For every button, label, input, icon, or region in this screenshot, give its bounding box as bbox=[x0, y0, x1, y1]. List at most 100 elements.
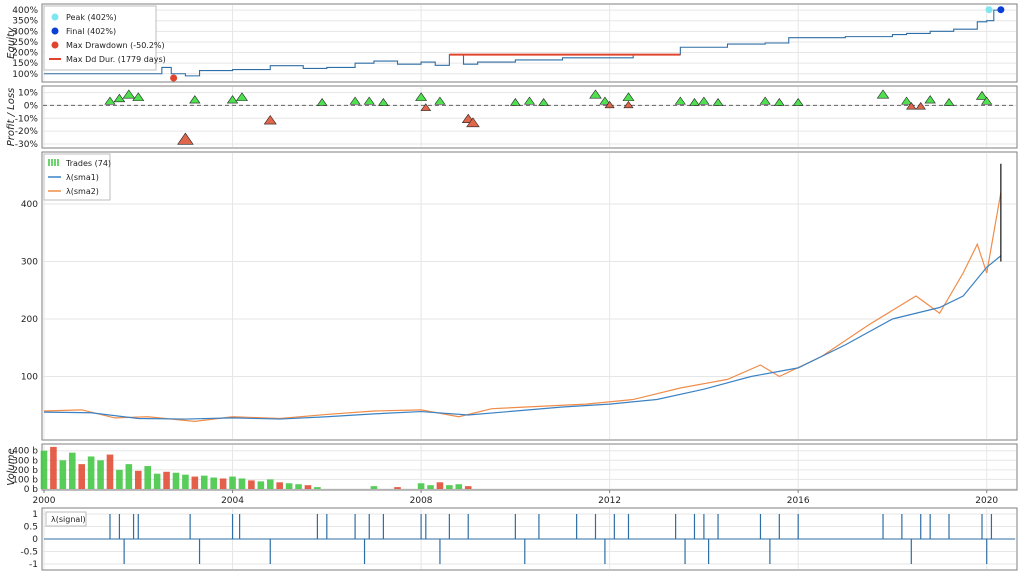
volume-bar bbox=[210, 477, 217, 489]
signal-legend-label: λ(signal) bbox=[51, 515, 86, 524]
signal-ytick-tick-label: -0.5 bbox=[20, 548, 38, 558]
volume-bar bbox=[427, 485, 434, 489]
trade-win-marker bbox=[509, 98, 521, 106]
volume-ylabel: Volume bbox=[6, 448, 17, 485]
price-ytick-tick-label: 400 bbox=[21, 200, 38, 210]
volume-bar bbox=[285, 483, 293, 489]
volume-bar bbox=[59, 460, 67, 489]
trade-win-marker bbox=[415, 92, 428, 101]
volume-bar bbox=[68, 452, 76, 489]
x-tick-label: 2008 bbox=[410, 496, 433, 506]
trade-win-marker bbox=[538, 98, 550, 106]
volume-bar bbox=[304, 485, 312, 489]
final-legend-label: Final (402%) bbox=[66, 27, 116, 36]
trade-win-marker bbox=[943, 98, 955, 106]
trade-win-marker bbox=[226, 95, 239, 104]
trade-loss-marker bbox=[623, 100, 634, 109]
volume-bar bbox=[182, 474, 189, 489]
marks-layer bbox=[40, 6, 1016, 564]
volume-bar bbox=[248, 480, 255, 489]
pl-ytick-tick-label: -20% bbox=[15, 127, 39, 137]
trade-win-marker bbox=[113, 93, 126, 103]
volume-bar bbox=[238, 478, 246, 489]
final-legend-marker bbox=[51, 27, 59, 35]
volume-ytick-tick-label: 0 b bbox=[24, 485, 39, 495]
trade-win-marker bbox=[434, 96, 446, 105]
volume-bar bbox=[78, 464, 86, 489]
trade-win-marker bbox=[349, 96, 361, 105]
trade-win-marker bbox=[599, 96, 611, 105]
volume-bar bbox=[172, 472, 180, 489]
trade-loss-marker bbox=[263, 114, 277, 125]
volume-bar bbox=[446, 485, 453, 489]
volume-ytick-tick-label: 200 b bbox=[12, 466, 38, 476]
equity-line bbox=[44, 9, 1002, 77]
trade-win-marker bbox=[698, 96, 710, 105]
pl-ytick-tick-label: -30% bbox=[15, 140, 39, 150]
trades-legend-label: Trades (74) bbox=[65, 159, 111, 168]
equity-legend: Peak (402%) Final (402%) Max Drawdown (-… bbox=[43, 5, 166, 71]
trade-win-marker bbox=[975, 90, 989, 100]
price-ytick-tick-label: 200 bbox=[21, 315, 38, 325]
trade-win-marker bbox=[363, 96, 375, 105]
grid-layer bbox=[43, 5, 1016, 569]
sma1-legend-label: λ(sma1) bbox=[66, 173, 99, 182]
trade-loss-marker bbox=[604, 100, 615, 109]
trade-win-marker bbox=[189, 95, 201, 104]
equity-panel-frame bbox=[41, 3, 1018, 83]
equity-ytick-tick-label: 150% bbox=[12, 59, 38, 69]
trade-win-marker bbox=[759, 96, 771, 105]
x-tick-label: 2004 bbox=[221, 496, 244, 506]
trade-win-marker bbox=[981, 96, 993, 105]
volume-bar bbox=[394, 487, 401, 489]
trade-win-marker bbox=[104, 96, 116, 105]
volume-bar bbox=[144, 466, 151, 489]
equity-ytick-tick-label: 250% bbox=[12, 38, 38, 48]
price-legend: Trades (74) λ(sma1) λ(sma2) bbox=[43, 153, 111, 201]
trade-win-marker bbox=[773, 98, 785, 106]
equity-ytick-tick-label: 400% bbox=[12, 6, 38, 16]
volume-bar bbox=[87, 456, 95, 489]
pl-ytick-tick-label: -10% bbox=[15, 114, 39, 124]
equity-ytick-tick-label: 100% bbox=[12, 70, 38, 80]
volume-bar bbox=[436, 482, 444, 489]
pl-ylabel: Profit / Loss bbox=[6, 88, 17, 146]
signal-legend: λ(signal) bbox=[45, 511, 87, 527]
volume-bar bbox=[163, 471, 170, 489]
max-drawdown-marker bbox=[170, 74, 178, 82]
volume-bar bbox=[257, 481, 265, 489]
trade-win-marker bbox=[589, 89, 602, 99]
peak-marker bbox=[985, 6, 993, 14]
peak-legend-label: Peak (402%) bbox=[66, 13, 117, 22]
sma2-line bbox=[43, 192, 1002, 422]
trade-loss-marker bbox=[177, 132, 194, 145]
drawdown-legend-label: Max Drawdown (-50.2%) bbox=[66, 41, 165, 50]
pl-panel-frame bbox=[41, 85, 1018, 149]
trade-win-marker bbox=[689, 98, 700, 106]
trade-win-marker bbox=[235, 92, 248, 101]
trade-win-marker bbox=[523, 96, 536, 105]
volume-ytick-tick-label: 300 b bbox=[12, 456, 38, 466]
volume-bar bbox=[417, 483, 425, 489]
volume-bar bbox=[134, 470, 142, 489]
trade-loss-marker bbox=[915, 102, 926, 110]
trade-win-marker bbox=[378, 98, 389, 106]
volume-bar bbox=[229, 476, 236, 489]
volume-bar bbox=[464, 486, 472, 489]
x-tick-label: 2020 bbox=[975, 496, 998, 506]
volume-bar bbox=[266, 479, 274, 489]
final-marker bbox=[997, 6, 1005, 14]
volume-bar bbox=[40, 450, 48, 489]
volume-bar bbox=[97, 460, 104, 489]
trade-win-marker bbox=[876, 89, 890, 99]
volume-bar bbox=[106, 454, 114, 489]
drawdown-legend-marker bbox=[51, 41, 59, 49]
sma1-line bbox=[43, 255, 1002, 420]
volume-bar bbox=[191, 476, 199, 489]
x-tick-label: 2012 bbox=[598, 496, 621, 506]
pl-ytick-tick-label: 10% bbox=[18, 89, 38, 99]
trade-win-marker bbox=[316, 98, 328, 106]
signal-panel-frame bbox=[41, 507, 1018, 571]
equity-ytick-tick-label: 350% bbox=[12, 17, 38, 27]
